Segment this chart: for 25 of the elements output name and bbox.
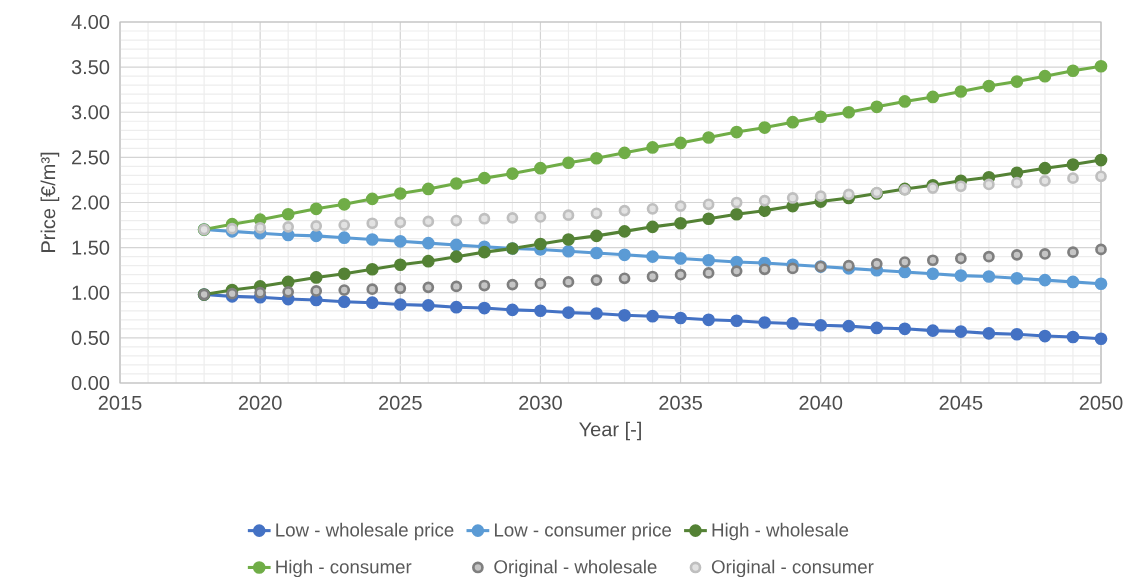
legend-label: Original - wholesale bbox=[494, 559, 657, 578]
legend-label: Low - consumer price bbox=[494, 522, 672, 541]
y-tick-label: 1.00 bbox=[72, 285, 110, 300]
x-tick-label: 2045 bbox=[939, 395, 983, 410]
y-tick-label: 0.00 bbox=[71, 375, 110, 391]
x-tick-label: 2035 bbox=[659, 395, 702, 410]
legend-label: High - consumer bbox=[276, 559, 412, 578]
legend-label: Original - consumer bbox=[711, 559, 874, 578]
x-tick-label: 2030 bbox=[519, 395, 562, 410]
y-tick-label: 0.50 bbox=[71, 330, 110, 345]
x-tick-label: 2025 bbox=[379, 395, 422, 410]
legend-label: High - wholesale bbox=[712, 522, 849, 541]
y-axis-title: Price [€/m³] bbox=[40, 152, 60, 252]
x-tick-label: 2050 bbox=[1079, 395, 1123, 410]
x-tick-label: 2040 bbox=[799, 395, 843, 410]
x-tick-label: 2015 bbox=[98, 395, 142, 410]
x-tick-label: 2020 bbox=[238, 395, 282, 410]
y-tick-label: 4.00 bbox=[71, 14, 110, 30]
y-tick-label: 3.50 bbox=[71, 60, 110, 75]
legend-label: Low - wholesale price bbox=[276, 522, 454, 541]
x-axis-title: Year [-] bbox=[579, 421, 641, 441]
y-tick-label: 3.00 bbox=[71, 105, 110, 120]
y-tick-label: 2.50 bbox=[72, 150, 110, 165]
y-tick-label: 2.00 bbox=[72, 195, 110, 210]
y-tick-label: 1.50 bbox=[72, 240, 110, 255]
